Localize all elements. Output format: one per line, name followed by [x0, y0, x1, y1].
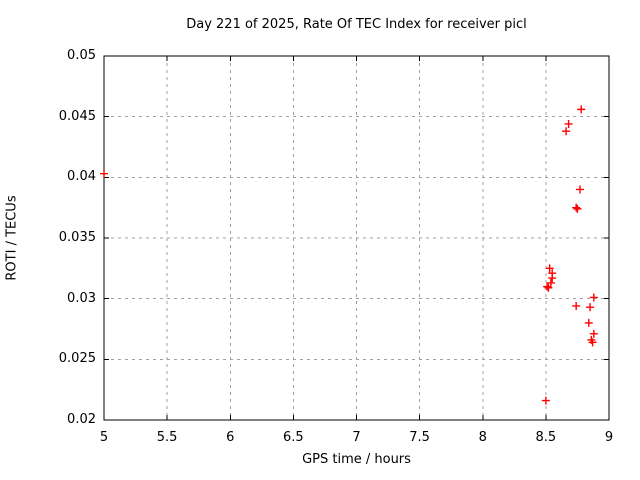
data-point-marker: [564, 119, 573, 128]
data-point-marker: [545, 264, 554, 273]
x-tick-label: 6.5: [283, 430, 304, 445]
x-tick-label: 8: [478, 430, 487, 445]
data-point-marker: [544, 283, 553, 292]
x-tick-label: 7.5: [409, 430, 430, 445]
x-tick-label: 9: [604, 430, 614, 445]
x-axis-title: GPS time / hours: [302, 452, 411, 467]
y-tick-label: 0.025: [58, 351, 96, 367]
data-point-marker: [543, 282, 552, 291]
data-point-marker: [100, 169, 108, 178]
plot-border: [103, 55, 610, 421]
data-point-marker: [575, 185, 584, 194]
plot-area: [100, 55, 610, 421]
data-point-marker: [589, 293, 598, 302]
x-tick-label: 5: [99, 430, 109, 445]
data-point-marker: [586, 303, 595, 312]
x-tick-label: 7: [352, 430, 361, 445]
data-point-marker: [548, 269, 557, 278]
y-tick-label: 0.03: [67, 290, 96, 306]
data-point-marker: [588, 338, 597, 347]
data-point-marker: [589, 329, 598, 338]
x-tick-label: 8.5: [535, 430, 557, 445]
data-point-marker: [572, 203, 581, 212]
y-tick-label: 0.045: [58, 108, 96, 124]
data-point-marker: [577, 105, 586, 114]
chart-title: Day 221 of 2025, Rate Of TEC Index for r…: [186, 17, 527, 32]
data-point-marker: [546, 278, 555, 287]
y-tick-label: 0.05: [67, 48, 96, 63]
data-point-marker: [541, 396, 550, 405]
data-point-marker: [573, 204, 582, 213]
x-tick-label: 5.5: [156, 430, 178, 445]
y-tick-label: 0.02: [67, 412, 96, 427]
x-tick-label: 6: [226, 430, 235, 445]
data-point-marker: [572, 301, 581, 310]
data-point-marker: [584, 318, 593, 327]
data-point-marker: [562, 127, 571, 136]
y-tick-label: 0.035: [58, 230, 96, 245]
y-tick-label: 0.04: [67, 169, 96, 185]
